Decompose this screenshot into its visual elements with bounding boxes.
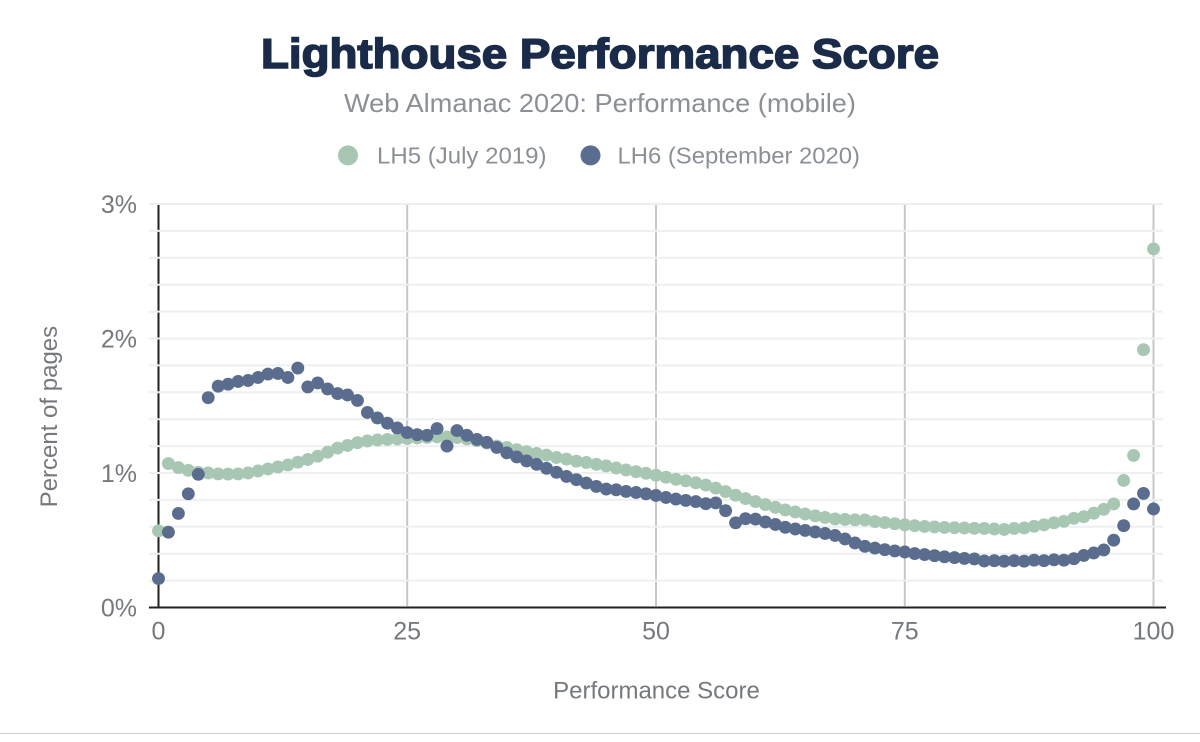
svg-text:3%: 3% bbox=[101, 191, 137, 219]
svg-text:1%: 1% bbox=[101, 460, 137, 488]
svg-text:100: 100 bbox=[1133, 618, 1175, 646]
svg-text:75: 75 bbox=[891, 618, 919, 646]
svg-text:25: 25 bbox=[393, 618, 421, 646]
svg-text:0%: 0% bbox=[101, 595, 137, 623]
svg-text:50: 50 bbox=[642, 618, 670, 646]
svg-text:Percent of pages: Percent of pages bbox=[36, 326, 63, 507]
svg-text:Performance Score: Performance Score bbox=[553, 678, 760, 705]
svg-text:2%: 2% bbox=[101, 326, 137, 354]
svg-text:LH5 (July 2019): LH5 (July 2019) bbox=[377, 142, 547, 168]
svg-text:Web Almanac 2020: Performance: Web Almanac 2020: Performance (mobile) bbox=[344, 88, 856, 118]
svg-text:LH6 (September 2020): LH6 (September 2020) bbox=[618, 142, 861, 168]
svg-text:0: 0 bbox=[152, 618, 166, 646]
svg-text:Lighthouse Performance Score: Lighthouse Performance Score bbox=[261, 30, 939, 77]
